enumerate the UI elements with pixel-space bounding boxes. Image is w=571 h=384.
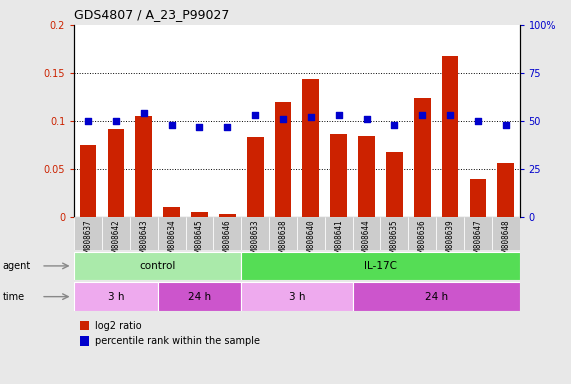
Bar	[442, 56, 459, 217]
Bar	[186, 217, 214, 250]
Text: 24 h: 24 h	[425, 291, 448, 302]
Text: agent: agent	[3, 261, 31, 271]
Point	[111, 118, 120, 124]
Bar	[275, 102, 291, 217]
Text: GSM808641: GSM808641	[334, 220, 343, 261]
Text: GDS4807 / A_23_P99027: GDS4807 / A_23_P99027	[74, 8, 230, 21]
Text: GSM808646: GSM808646	[223, 220, 232, 261]
Point	[445, 112, 455, 118]
Bar	[380, 217, 408, 250]
Text: GSM808635: GSM808635	[390, 220, 399, 261]
Bar	[386, 152, 403, 217]
Bar	[158, 282, 241, 311]
Text: GSM808639: GSM808639	[445, 220, 455, 261]
Text: 3 h: 3 h	[108, 291, 124, 302]
Point	[251, 112, 260, 118]
Point	[167, 122, 176, 128]
Bar	[408, 217, 436, 250]
Point	[417, 112, 427, 118]
Bar	[102, 217, 130, 250]
Point	[501, 122, 510, 128]
Point	[362, 116, 371, 122]
Text: percentile rank within the sample: percentile rank within the sample	[95, 336, 260, 346]
Bar	[107, 129, 124, 217]
Point	[139, 110, 148, 116]
Bar	[135, 116, 152, 217]
Bar	[464, 217, 492, 250]
Text: GSM808633: GSM808633	[251, 220, 260, 261]
Bar	[269, 217, 297, 250]
Text: GSM808636: GSM808636	[417, 220, 427, 261]
Bar	[219, 214, 236, 217]
Text: GSM808644: GSM808644	[362, 220, 371, 261]
Bar	[492, 217, 520, 250]
Text: 24 h: 24 h	[188, 291, 211, 302]
Bar	[247, 137, 264, 217]
Text: time: time	[3, 291, 25, 302]
Bar	[297, 217, 325, 250]
Bar	[74, 217, 102, 250]
Bar	[130, 217, 158, 250]
Bar	[241, 282, 352, 311]
Text: GSM808638: GSM808638	[279, 220, 288, 261]
Bar	[414, 98, 431, 217]
Text: GSM808647: GSM808647	[473, 220, 482, 261]
Bar	[214, 217, 241, 250]
Bar	[241, 217, 269, 250]
Text: GSM808645: GSM808645	[195, 220, 204, 261]
Bar	[325, 217, 353, 250]
Text: GSM808640: GSM808640	[306, 220, 315, 261]
Point	[390, 122, 399, 128]
Point	[83, 118, 93, 124]
Bar	[358, 136, 375, 217]
Bar	[303, 79, 319, 217]
Point	[195, 124, 204, 130]
Bar	[497, 163, 514, 217]
Bar	[74, 282, 158, 311]
Bar	[241, 252, 520, 280]
Point	[279, 116, 288, 122]
Bar	[469, 179, 486, 217]
Bar	[158, 217, 186, 250]
Bar	[352, 217, 380, 250]
Text: GSM808637: GSM808637	[83, 220, 93, 261]
Text: log2 ratio: log2 ratio	[95, 321, 142, 331]
Text: GSM808642: GSM808642	[111, 220, 120, 261]
Text: IL-17C: IL-17C	[364, 261, 397, 271]
Point	[334, 112, 343, 118]
Bar	[191, 212, 208, 217]
Text: 3 h: 3 h	[289, 291, 305, 302]
Point	[223, 124, 232, 130]
Point	[473, 118, 482, 124]
Bar	[80, 145, 96, 217]
Text: GSM808643: GSM808643	[139, 220, 148, 261]
Bar	[74, 252, 241, 280]
Bar	[436, 217, 464, 250]
Bar	[330, 134, 347, 217]
Bar	[352, 282, 520, 311]
Text: GSM808634: GSM808634	[167, 220, 176, 261]
Point	[306, 114, 315, 120]
Bar	[163, 207, 180, 217]
Text: GSM808648: GSM808648	[501, 220, 510, 261]
Text: control: control	[139, 261, 176, 271]
